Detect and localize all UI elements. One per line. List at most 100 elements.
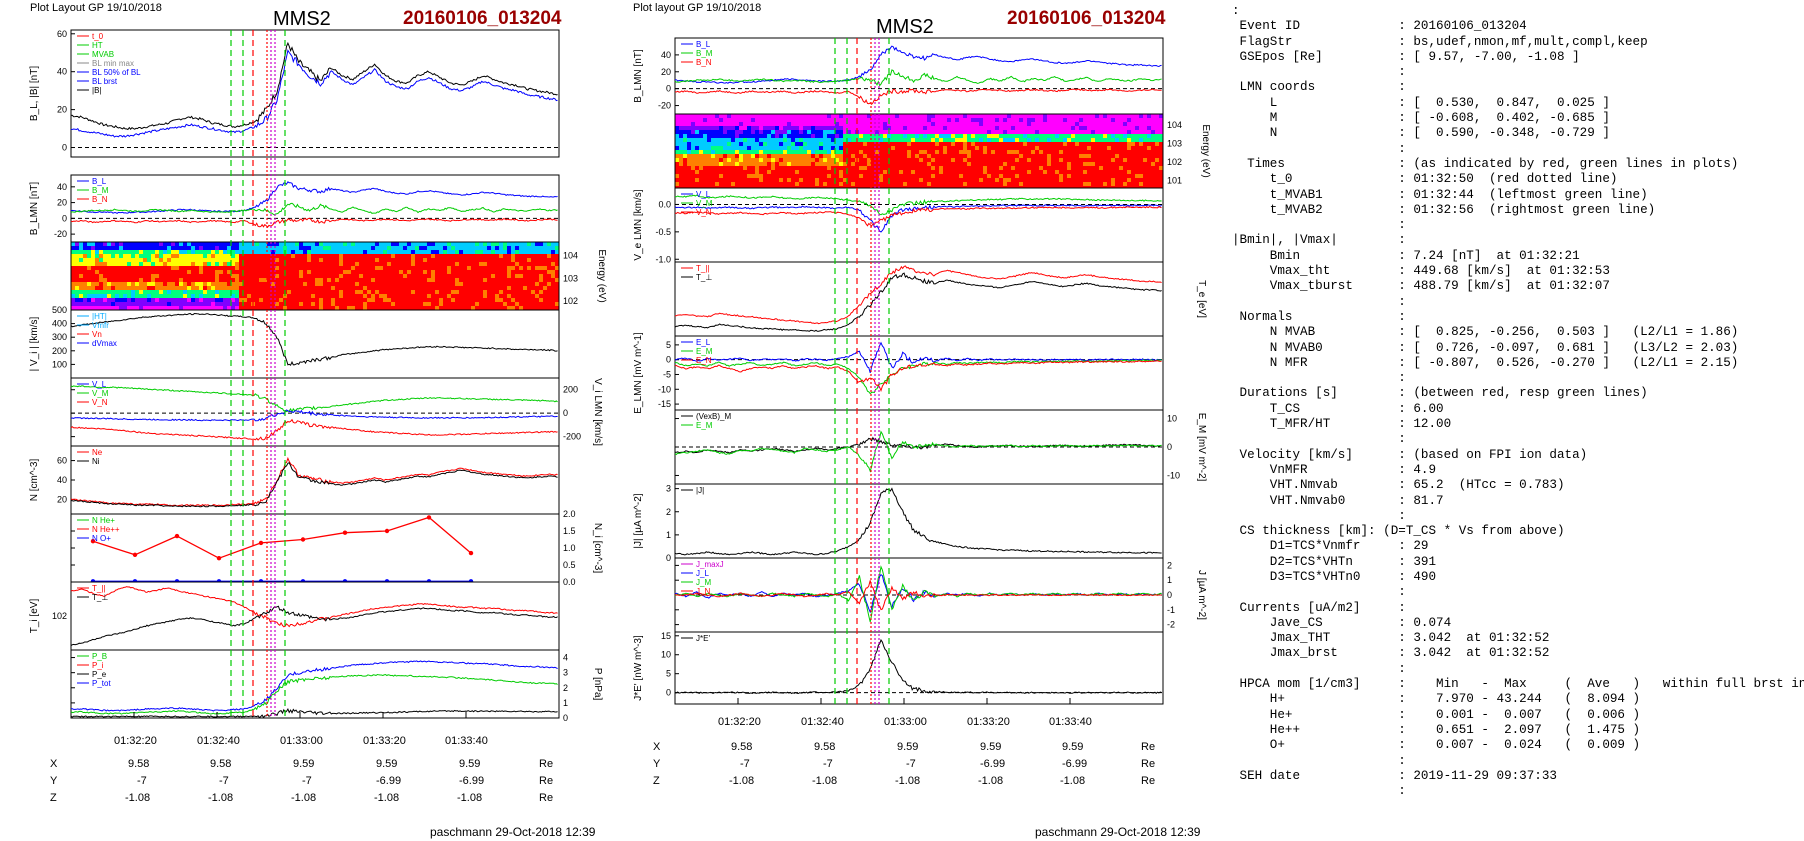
time-tick-label: 01:32:20 — [718, 716, 761, 728]
spectrogram-cell — [819, 142, 823, 146]
spectrogram-cell — [423, 258, 427, 262]
spectrogram-cell — [167, 242, 171, 246]
data-point — [468, 550, 474, 556]
spectrogram-cell — [1087, 130, 1091, 134]
spectrogram-cell — [751, 138, 755, 142]
spectrogram-cell — [903, 134, 907, 138]
spectrogram-cell — [215, 250, 219, 254]
spectrogram-cell — [739, 146, 743, 150]
spectrogram-cell — [139, 306, 143, 310]
spectrogram-cell — [835, 162, 839, 166]
spectrogram-cell — [447, 246, 451, 250]
spectrogram-cell — [967, 118, 971, 122]
spectrogram-cell — [175, 302, 179, 306]
spectrogram-cell — [843, 138, 847, 142]
spectrogram-cell — [75, 302, 79, 306]
spectrogram-cell — [1003, 162, 1007, 166]
spectrogram-cell — [143, 290, 147, 294]
spectrogram-cell — [1155, 138, 1159, 142]
spectrogram-cell — [815, 138, 819, 142]
spectrogram-cell — [943, 122, 947, 126]
spectrogram-cell — [907, 118, 911, 122]
spectrogram-cell — [971, 118, 975, 122]
spectrogram-cell — [959, 122, 963, 126]
spectrogram-cell — [847, 138, 851, 142]
spectrogram-cell — [927, 162, 931, 166]
spectrogram-cell — [155, 254, 159, 258]
spectrogram-cell — [411, 258, 415, 262]
spectrogram-cell — [995, 134, 999, 138]
spectrogram-cell — [823, 118, 827, 122]
y-axis-label: V_e LMN [km/s] — [633, 189, 644, 260]
spectrogram-cell — [439, 302, 443, 306]
spectrogram-cell — [747, 122, 751, 126]
spectrogram-cell — [935, 114, 939, 118]
spectrogram-cell — [739, 134, 743, 138]
spectrogram-cell — [87, 302, 91, 306]
spectrogram-cell — [903, 114, 907, 118]
spectrogram-cell — [1127, 114, 1131, 118]
spectrogram-cell — [747, 130, 751, 134]
spectrogram-cell — [1111, 134, 1115, 138]
legend-label: N O+ — [92, 534, 111, 543]
spectrogram-cell — [763, 162, 767, 166]
spectrogram-cell — [187, 250, 191, 254]
spectrogram-cell — [727, 162, 731, 166]
spectrogram-cell — [799, 146, 803, 150]
spectrogram-cell — [147, 242, 151, 246]
spectrogram-cell — [839, 162, 843, 166]
spectrogram-cell — [731, 162, 735, 166]
spectrogram-cell — [803, 118, 807, 122]
spectrogram-cell — [839, 122, 843, 126]
spectrogram-cell — [727, 114, 731, 118]
spectrogram-cell — [87, 290, 91, 294]
series-line — [674, 69, 1162, 87]
spectrogram-cell — [839, 138, 843, 142]
series-line — [70, 312, 558, 366]
spectrogram-cell — [131, 258, 135, 262]
spectrogram-cell — [71, 298, 75, 302]
spectrogram-cell — [71, 258, 75, 262]
spectrogram-cell — [1139, 138, 1143, 142]
spectrogram-cell — [1091, 138, 1095, 142]
legend-label: T_⊥ — [696, 273, 712, 282]
spectrogram-cell — [1047, 134, 1051, 138]
spectrogram-cell — [207, 262, 211, 266]
spectrogram-cell — [1139, 134, 1143, 138]
spectrogram-cell — [1063, 134, 1067, 138]
spectrogram-cell — [1091, 122, 1095, 126]
spectrogram-cell — [807, 130, 811, 134]
spectrogram-cell — [339, 294, 343, 298]
time-tick-label: 01:33:00 — [884, 716, 927, 728]
spectrogram-cell — [775, 142, 779, 146]
spectrogram-cell — [1107, 138, 1111, 142]
spectrogram-cell — [115, 250, 119, 254]
spectrogram-cell — [767, 134, 771, 138]
spectrogram-cell — [755, 142, 759, 146]
spectrogram-cell — [923, 118, 927, 122]
spectrogram-cell — [819, 150, 823, 154]
spectrogram-cell — [315, 250, 319, 254]
spectrogram-cell — [1047, 162, 1051, 166]
spectrogram-cell — [943, 130, 947, 134]
spectrogram-cell — [131, 246, 135, 250]
spectrogram-cell — [147, 302, 151, 306]
y-tick-label: 0 — [666, 688, 671, 698]
spectrogram-cell — [1123, 118, 1127, 122]
spectrogram-cell — [199, 242, 203, 246]
series-line — [70, 418, 558, 441]
spectrogram-cell — [1011, 114, 1015, 118]
spectrogram-cell — [143, 242, 147, 246]
spectrogram-cell — [111, 298, 115, 302]
spectrogram-cell — [163, 306, 167, 310]
spectrogram-cell — [779, 178, 783, 182]
spectrogram-cell — [823, 126, 827, 130]
spectrogram-cell — [187, 290, 191, 294]
spectrogram-cell — [931, 134, 935, 138]
spectrogram-cell — [751, 154, 755, 158]
spectrogram-cell — [771, 134, 775, 138]
spectrogram-cell — [987, 174, 991, 178]
spectrogram-cell — [783, 158, 787, 162]
spectrogram-cell — [1155, 114, 1159, 118]
spectrogram-cell — [707, 154, 711, 158]
